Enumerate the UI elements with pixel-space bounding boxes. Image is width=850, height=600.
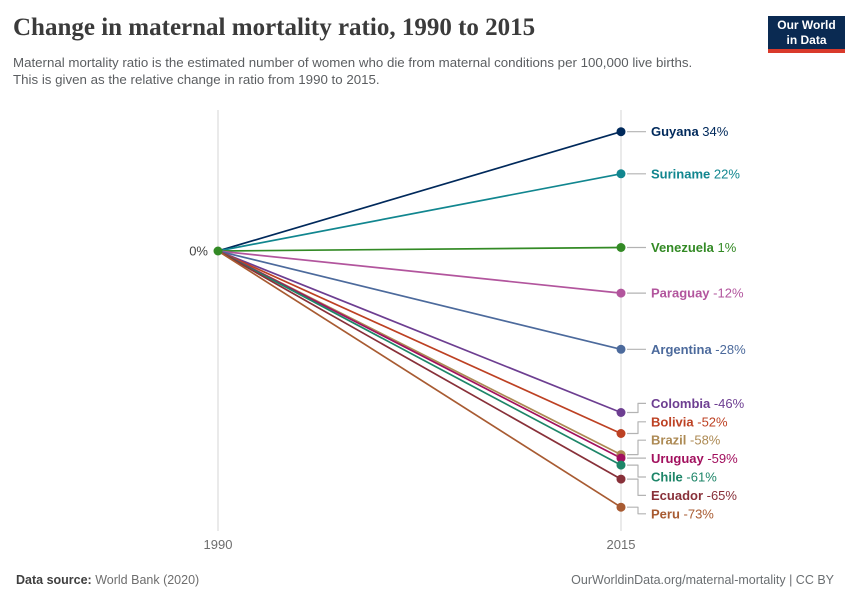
series-line-uruguay[interactable] [217,250,622,459]
chart-subtitle: Maternal mortality ratio is the estimate… [13,54,693,87]
zero-baseline-label: 0% [189,244,208,259]
connector-peru [627,506,646,515]
dot-bolivia[interactable] [616,429,626,438]
chart-footer: Data source: World Bank (2020) OurWorldi… [16,573,834,587]
label-chile[interactable]: Chile -61% [651,470,717,485]
dot-suriname[interactable] [616,169,626,179]
zero-dot [213,246,223,256]
connector-ecuador [627,478,646,496]
series-line-chile[interactable] [217,250,622,466]
page-title: Change in maternal mortality ratio, 1990… [13,14,536,41]
connector-colombia [627,402,646,414]
dot-ecuador[interactable] [616,474,626,484]
label-ecuador[interactable]: Ecuador -65% [651,488,737,503]
label-brazil[interactable]: Brazil -58% [651,433,721,448]
owid-logo-line1: Our World [777,18,836,33]
connector-bolivia [627,421,646,435]
series-line-colombia[interactable] [217,250,622,414]
label-venezuela[interactable]: Venezuela 1% [651,240,737,255]
axis-2015-label: 2015 [607,537,636,552]
label-peru[interactable]: Peru -73% [651,506,714,521]
label-suriname[interactable]: Suriname 22% [651,166,740,181]
series-line-paraguay[interactable] [217,250,622,294]
dot-venezuela[interactable] [616,243,626,252]
connector-chile [627,464,646,478]
label-guyana[interactable]: Guyana 34% [651,124,729,139]
dot-peru[interactable] [616,502,626,512]
connector-brazil [627,439,646,456]
label-paraguay[interactable]: Paraguay -12% [651,286,744,301]
owid-logo[interactable]: Our World in Data [768,16,845,53]
series-line-guyana[interactable] [217,130,622,252]
owid-logo-accent-bar [768,49,845,53]
chart-header: Change in maternal mortality ratio, 1990… [13,14,753,88]
label-bolivia[interactable]: Bolivia -52% [651,414,728,429]
data-source-label: Data source: [16,573,92,587]
series-line-suriname[interactable] [217,172,622,252]
dot-paraguay[interactable] [616,288,626,298]
credit-link[interactable]: OurWorldinData.org/maternal-mortality | … [571,573,834,587]
dot-guyana[interactable] [616,127,626,137]
series-line-venezuela[interactable] [217,246,622,252]
dot-chile[interactable] [616,460,626,470]
label-argentina[interactable]: Argentina -28% [651,342,746,357]
data-source-value: World Bank (2020) [95,573,200,587]
owid-logo-line2: in Data [786,32,827,47]
series-line-peru[interactable] [217,250,622,508]
dot-argentina[interactable] [616,344,626,354]
series-line-bolivia[interactable] [217,250,622,435]
label-colombia[interactable]: Colombia -46% [651,396,745,411]
dot-uruguay[interactable] [616,453,626,463]
axis-1990-label: 1990 [204,537,233,552]
series-line-argentina[interactable] [217,250,622,351]
series-line-ecuador[interactable] [217,250,622,480]
label-uruguay[interactable]: Uruguay -59% [651,451,738,466]
data-source: Data source: World Bank (2020) [16,573,199,587]
dot-colombia[interactable] [616,408,626,417]
